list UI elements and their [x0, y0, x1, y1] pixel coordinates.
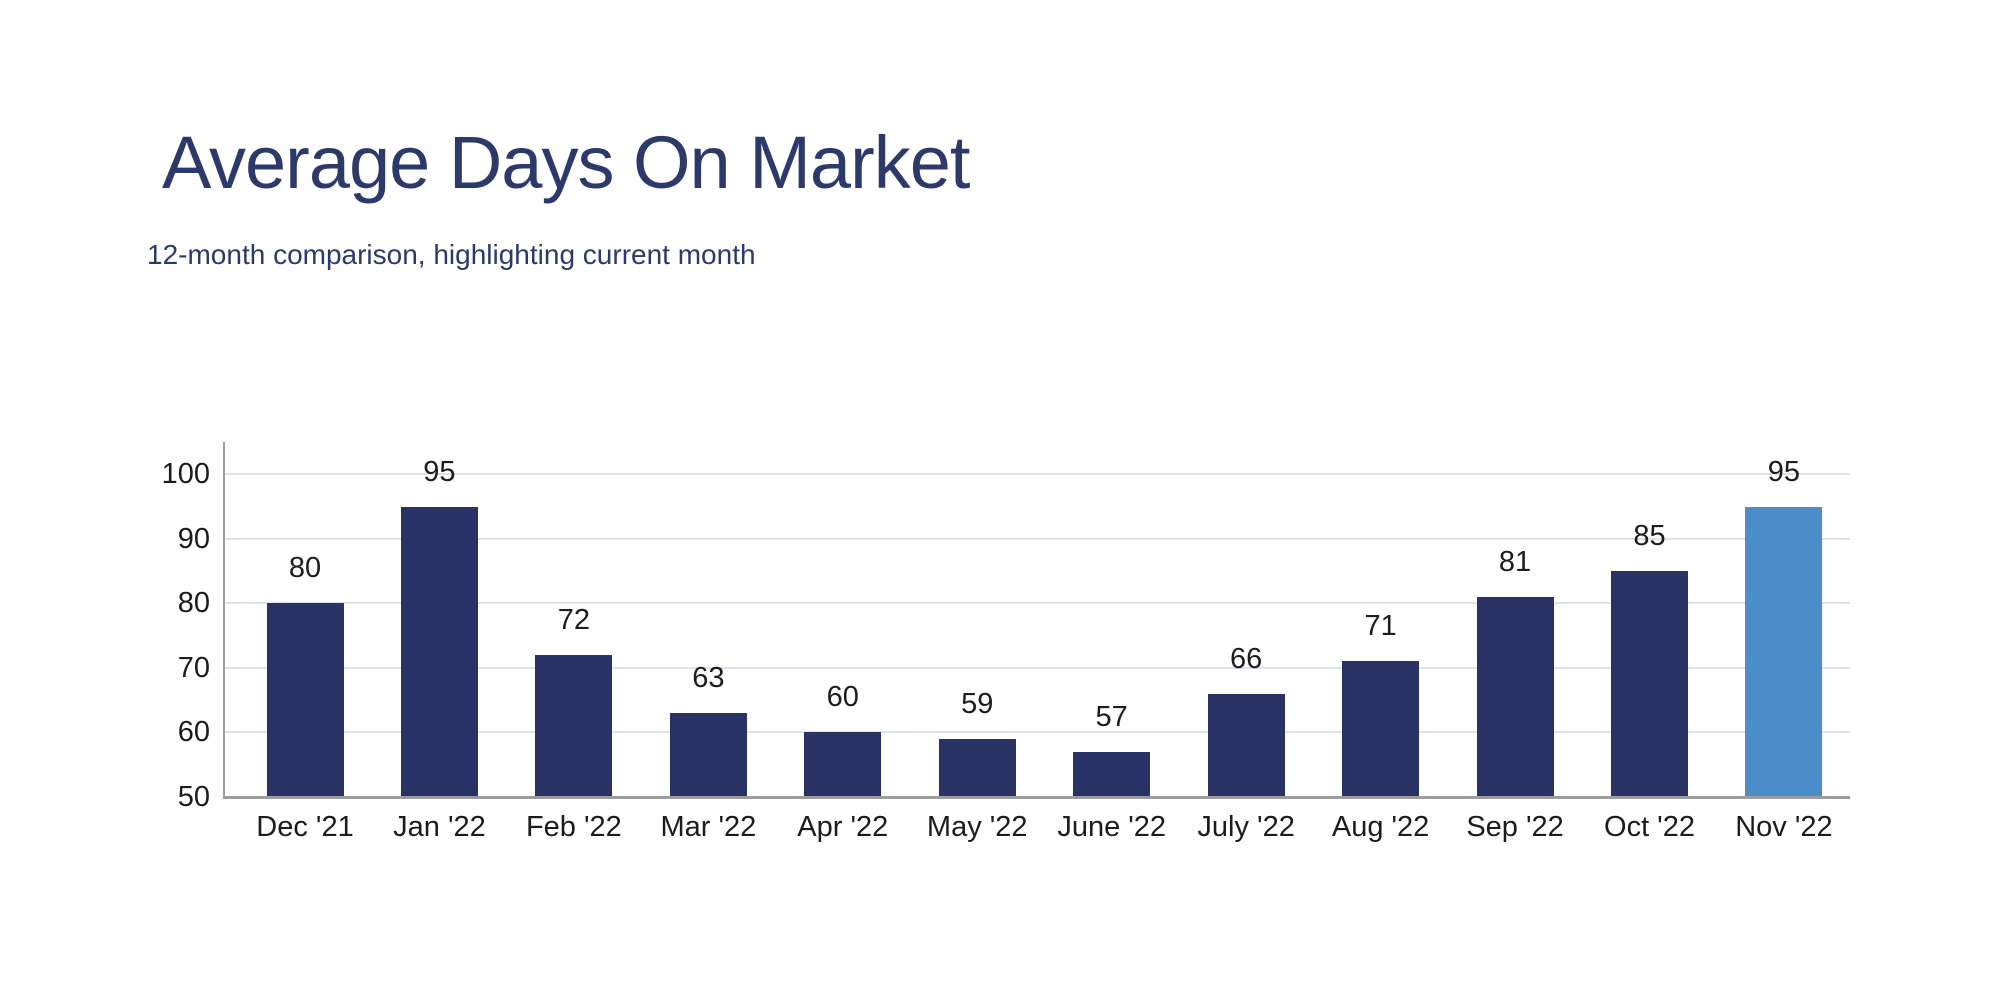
page-subtitle: 12-month comparison, highlighting curren… — [147, 239, 756, 270]
y-tick-label-60: 60 — [177, 716, 210, 749]
bar-may-22 — [938, 738, 1016, 796]
page-title: Average Days On Market — [162, 121, 970, 204]
bar-dec-21 — [266, 603, 344, 796]
bar-value-label-may-22: 59 — [961, 687, 994, 720]
x-axis-label-feb-22: Feb '22 — [525, 811, 622, 843]
bar-aug-22 — [1342, 661, 1420, 796]
x-axis-label-oct-22: Oct '22 — [1604, 811, 1695, 843]
gridline-60 — [225, 731, 1850, 734]
y-tick-label-50: 50 — [177, 781, 210, 813]
x-axis-label-jan-22: Jan '22 — [393, 811, 486, 843]
x-axis-label-aug-22: Aug '22 — [1331, 811, 1430, 843]
bar-value-label-feb-22: 72 — [557, 604, 591, 636]
gridline-80 — [225, 602, 1850, 605]
x-axis-label-nov-22: Nov '22 — [1735, 811, 1833, 843]
x-axis-label-june-22: June '22 — [1057, 811, 1167, 843]
bar-feb-22 — [535, 655, 613, 796]
bar-value-label-oct-22: 85 — [1633, 520, 1666, 553]
gridline-90 — [225, 537, 1850, 540]
gridline-100 — [225, 473, 1850, 476]
bar-value-label-dec-21: 80 — [288, 552, 322, 585]
bar-nov-22 — [1745, 506, 1823, 796]
y-tick-label-100: 100 — [161, 458, 210, 491]
bar-mar-22 — [669, 713, 747, 796]
bar-oct-22 — [1611, 571, 1688, 796]
bar-value-label-nov-22: 95 — [1767, 455, 1801, 488]
bar-value-label-sep-22: 81 — [1498, 545, 1532, 578]
y-tick-label-70: 70 — [177, 651, 210, 684]
x-axis-label-mar-22: Mar '22 — [660, 811, 757, 843]
bar-value-label-aug-22: 71 — [1364, 610, 1397, 643]
y-tick-label-80: 80 — [177, 587, 210, 620]
x-axis-line — [223, 796, 1850, 799]
bar-value-label-june-22: 57 — [1095, 700, 1128, 733]
x-axis-label-apr-22: Apr '22 — [797, 811, 889, 843]
bar-apr-22 — [804, 732, 882, 796]
bar-june-22 — [1073, 751, 1151, 796]
bar-value-label-july-22: 66 — [1230, 642, 1263, 675]
bar-sep-22 — [1476, 596, 1554, 796]
bar-july-22 — [1207, 693, 1285, 796]
x-axis-label-may-22: May '22 — [926, 811, 1028, 843]
x-axis-label-july-22: July '22 — [1197, 811, 1295, 843]
gridline-70 — [225, 666, 1850, 669]
bar-value-label-mar-22: 63 — [692, 662, 725, 695]
bar-jan-22 — [400, 506, 478, 796]
bar-value-label-jan-22: 95 — [423, 455, 456, 488]
y-axis-line — [223, 442, 225, 798]
y-tick-label-90: 90 — [177, 522, 210, 555]
x-axis-label-dec-21: Dec '21 — [256, 811, 354, 843]
x-axis-label-sep-22: Sep '22 — [1466, 811, 1564, 843]
bar-value-label-apr-22: 60 — [826, 681, 859, 714]
